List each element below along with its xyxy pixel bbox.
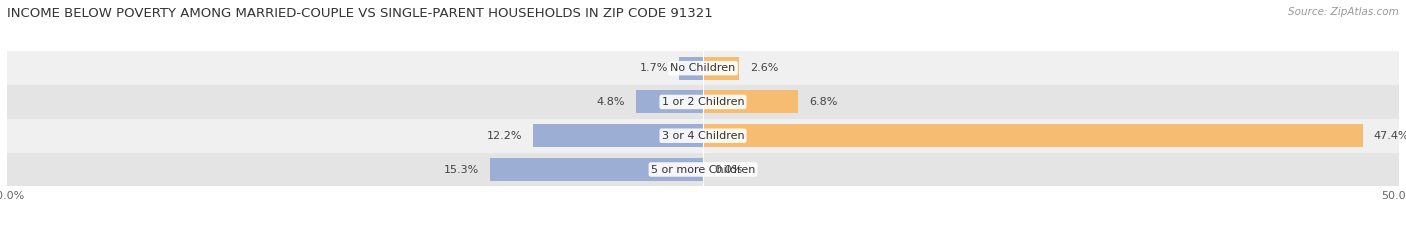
Text: INCOME BELOW POVERTY AMONG MARRIED-COUPLE VS SINGLE-PARENT HOUSEHOLDS IN ZIP COD: INCOME BELOW POVERTY AMONG MARRIED-COUPL… [7,7,713,20]
Text: 6.8%: 6.8% [808,97,837,107]
Text: No Children: No Children [671,63,735,73]
Bar [7,85,1399,119]
Text: 2.6%: 2.6% [751,63,779,73]
Text: 15.3%: 15.3% [444,164,479,175]
Bar [7,153,1399,186]
Text: 0.0%: 0.0% [714,164,742,175]
Bar [7,119,1399,153]
Bar [703,90,797,113]
Bar [7,51,1399,85]
Bar [636,90,703,113]
Bar [491,158,703,181]
Bar [703,57,740,80]
Text: Source: ZipAtlas.com: Source: ZipAtlas.com [1288,7,1399,17]
Text: 1 or 2 Children: 1 or 2 Children [662,97,744,107]
Bar [703,124,1362,147]
Text: 12.2%: 12.2% [486,131,522,141]
Bar [679,57,703,80]
Text: 3 or 4 Children: 3 or 4 Children [662,131,744,141]
Text: 5 or more Children: 5 or more Children [651,164,755,175]
Text: 1.7%: 1.7% [640,63,668,73]
Text: 4.8%: 4.8% [596,97,626,107]
Bar [533,124,703,147]
Text: 47.4%: 47.4% [1374,131,1406,141]
